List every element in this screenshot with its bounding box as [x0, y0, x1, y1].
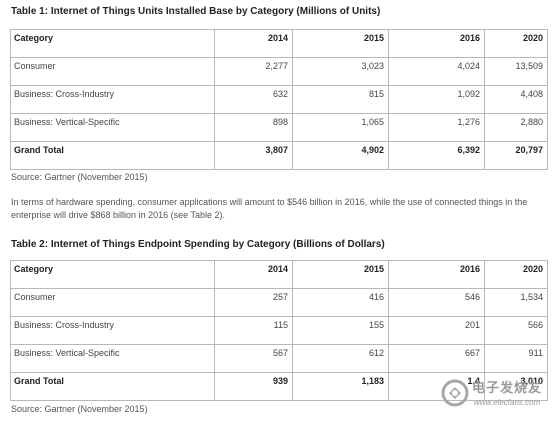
table1-header-2014: 2014	[214, 29, 293, 58]
table-cell: 1,276	[388, 113, 485, 142]
table1-header-category: Category	[10, 29, 215, 58]
table1-total-row: Grand Total 3,807 4,902 6,392 20,797	[10, 141, 548, 170]
table-cell: 1,534	[484, 288, 548, 317]
table-cell: 815	[292, 85, 389, 114]
table-cell: 20,797	[484, 141, 548, 170]
table2-row-consumer-category: Consumer	[10, 288, 215, 317]
elecfans-logo-icon	[441, 379, 469, 407]
table-cell: 155	[292, 316, 389, 345]
table-cell: 1,4	[388, 372, 485, 401]
table-cell: 4,408	[484, 85, 548, 114]
table2-header-2016: 2016	[388, 260, 485, 289]
table-cell: 13,509	[484, 57, 548, 86]
table-cell: 911	[484, 344, 548, 373]
table1-header-row: Category 2014 2015 2016 2020	[10, 29, 548, 58]
table2-row-vertical-specific-category: Business: Vertical-Specific	[10, 344, 215, 373]
table2-header-row: Category 2014 2015 2016 2020	[10, 260, 548, 289]
table-cell: 546	[388, 288, 485, 317]
table-cell: 115	[214, 316, 293, 345]
table-cell: 416	[292, 288, 389, 317]
table1: Category 2014 2015 2016 2020 Consumer 2,…	[10, 29, 548, 170]
table2-header-2014: 2014	[214, 260, 293, 289]
table-row: Consumer 2,277 3,023 4,024 13,509	[10, 57, 548, 86]
table-cell: 898	[214, 113, 293, 142]
table-cell: 3,023	[292, 57, 389, 86]
table-row: Business: Vertical-Specific 898 1,065 1,…	[10, 113, 548, 142]
table1-header-2015: 2015	[292, 29, 389, 58]
table1-source: Source: Gartner (November 2015)	[11, 172, 148, 182]
table-cell: 257	[214, 288, 293, 317]
table-row: Business: Vertical-Specific 567 612 667 …	[10, 344, 548, 373]
table2-total-row: Grand Total 939 1,183 1,4 3,010	[10, 372, 548, 401]
table2-header-2020: 2020	[484, 260, 548, 289]
table1-header-2020: 2020	[484, 29, 548, 58]
watermark-url-text: www.elecfans.com	[474, 398, 541, 407]
table-cell: 1,065	[292, 113, 389, 142]
table-cell: 3,807	[214, 141, 293, 170]
table2-total-label: Grand Total	[10, 372, 215, 401]
table2-title: Table 2: Internet of Things Endpoint Spe…	[11, 239, 385, 250]
table-cell: 2,277	[214, 57, 293, 86]
table1-row-cross-industry-category: Business: Cross-Industry	[10, 85, 215, 114]
table-cell: 632	[214, 85, 293, 114]
table-cell: 612	[292, 344, 389, 373]
table-cell: 3,010	[484, 372, 548, 401]
table2-source: Source: Gartner (November 2015)	[11, 404, 148, 414]
table-cell: 566	[484, 316, 548, 345]
table2-row-cross-industry-category: Business: Cross-Industry	[10, 316, 215, 345]
table-cell: 1,183	[292, 372, 389, 401]
table1-title: Table 1: Internet of Things Units Instal…	[11, 6, 381, 17]
table1-total-label: Grand Total	[10, 141, 215, 170]
table-cell: 6,392	[388, 141, 485, 170]
table-cell: 4,024	[388, 57, 485, 86]
table-cell: 567	[214, 344, 293, 373]
table-cell: 4,902	[292, 141, 389, 170]
table-row: Business: Cross-Industry 632 815 1,092 4…	[10, 85, 548, 114]
watermark: 电子发烧友 www.elecfans.com	[440, 374, 550, 414]
table2-header-category: Category	[10, 260, 215, 289]
table-row: Business: Cross-Industry 115 155 201 566	[10, 316, 548, 345]
table-cell: 667	[388, 344, 485, 373]
table2-header-2015: 2015	[292, 260, 389, 289]
table-cell: 201	[388, 316, 485, 345]
table-row: Consumer 257 416 546 1,534	[10, 288, 548, 317]
table1-row-consumer-category: Consumer	[10, 57, 215, 86]
table-cell: 939	[214, 372, 293, 401]
table2: Category 2014 2015 2016 2020 Consumer 25…	[10, 260, 548, 401]
table1-row-vertical-specific-category: Business: Vertical-Specific	[10, 113, 215, 142]
watermark-brand-text: 电子发烧友	[472, 381, 543, 396]
table-cell: 1,092	[388, 85, 485, 114]
table-cell: 2,880	[484, 113, 548, 142]
table1-header-2016: 2016	[388, 29, 485, 58]
body-paragraph: In terms of hardware spending, consumer …	[11, 197, 528, 220]
